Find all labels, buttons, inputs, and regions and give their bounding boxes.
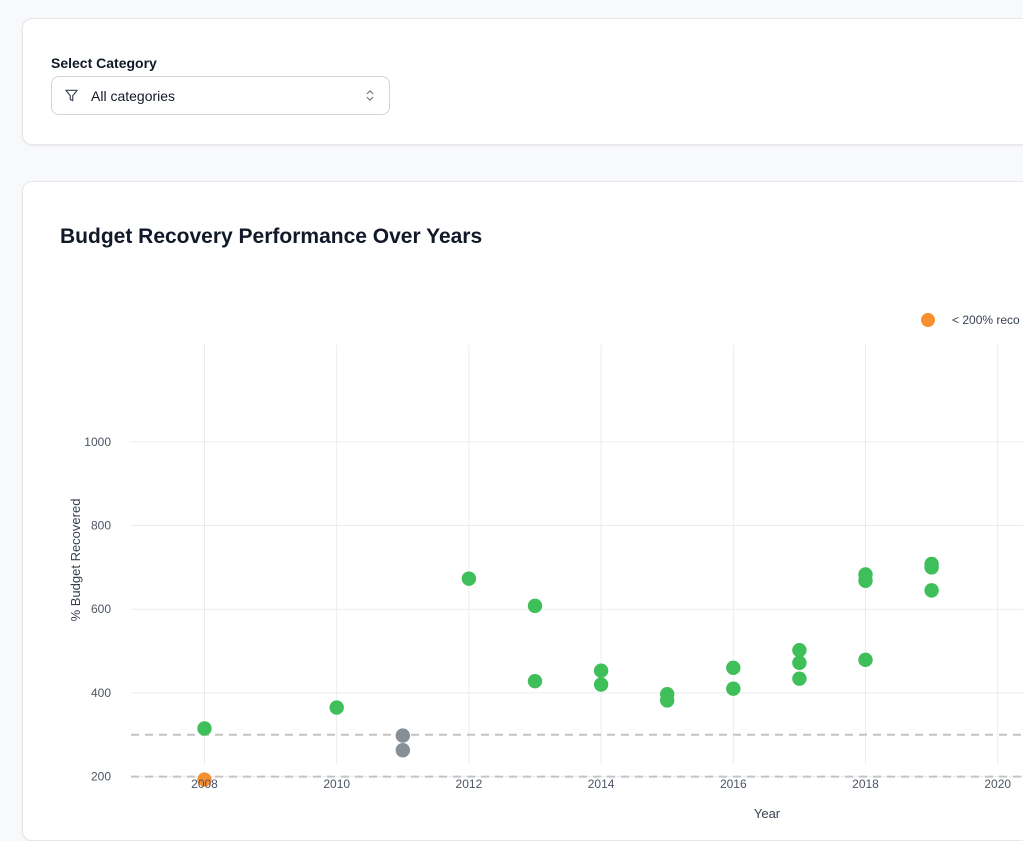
data-point [792, 643, 807, 658]
chart-card: Budget Recovery Performance Over Years 2… [22, 181, 1023, 841]
x-tick-label: 2014 [588, 777, 615, 791]
y-tick-label: 800 [91, 519, 111, 533]
reference-lines [131, 733, 1023, 778]
legend-marker [921, 313, 935, 327]
data-point [660, 693, 675, 708]
data-point [726, 660, 741, 675]
x-tick-label: 2012 [456, 777, 483, 791]
data-point [395, 743, 410, 758]
filter-icon [65, 89, 78, 102]
select-category-label: Select Category [51, 55, 157, 71]
data-point [461, 571, 477, 586]
filter-card: Select Category All categories [22, 18, 1023, 145]
x-tick-label: 2008 [191, 777, 218, 791]
x-tick-label: 2010 [323, 777, 350, 791]
y-axis-title: % Budget Recovered [68, 499, 83, 622]
data-point [527, 673, 543, 689]
data-point [527, 598, 543, 614]
data-point [593, 677, 609, 692]
y-tick-label: 400 [91, 686, 111, 700]
chevron-up-down-icon [366, 90, 374, 101]
data-point [924, 560, 939, 575]
data-point [197, 772, 212, 787]
x-tick-label: 2016 [720, 777, 747, 791]
category-select-value: All categories [91, 88, 176, 104]
data-point [924, 583, 939, 598]
data-point [792, 671, 807, 686]
chart-title: Budget Recovery Performance Over Years [60, 225, 483, 248]
scatter-chart: 2008 2010 2012 2014 2016 2018 2020 200 400 600 800… [68, 313, 1023, 821]
category-select[interactable]: All categories [51, 76, 390, 115]
y-tick-label: 200 [91, 770, 111, 784]
x-tick-label: 2020 [984, 777, 1011, 791]
data-point [395, 728, 410, 743]
y-tick-label: 1000 [84, 435, 111, 449]
y-tick-label: 600 [91, 602, 111, 616]
data-point [858, 652, 873, 668]
data-point [197, 721, 212, 736]
x-tick-label: 2018 [852, 777, 879, 791]
data-point [726, 681, 741, 696]
legend: < 200% reco [921, 313, 1020, 327]
x-axis-title: Year [754, 806, 781, 821]
tick-labels: 2008 2010 2012 2014 2016 2018 2020 200 400 600 800… [84, 435, 1011, 791]
legend-label: < 200% reco [952, 313, 1020, 327]
data-point [593, 663, 609, 678]
data-point [329, 700, 344, 715]
data-point [858, 573, 873, 588]
grid-layer [131, 345, 1023, 778]
data-points [197, 556, 939, 787]
data-point [792, 655, 807, 670]
